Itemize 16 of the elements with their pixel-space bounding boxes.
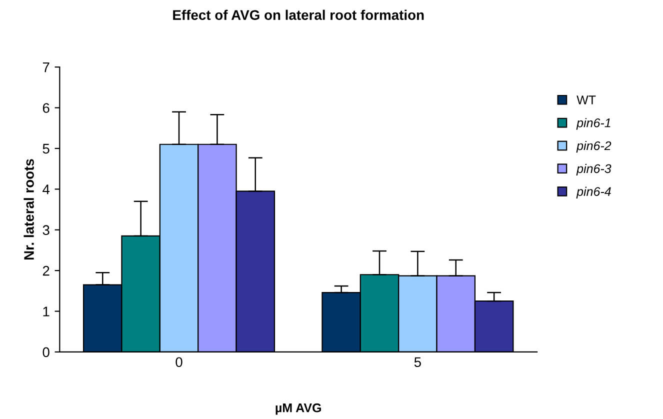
legend-label: pin6-3 [576, 164, 612, 176]
y-tick-label: 1 [43, 306, 50, 316]
y-tick-label: 3 [42, 225, 50, 236]
y-tick-label: 7 [42, 62, 50, 72]
y-tick-label: 4 [42, 184, 50, 194]
legend-label: pin6-1 [576, 118, 610, 130]
y-tick-label: 0 [42, 347, 50, 358]
chart-title: Effect of AVG on lateral root formation [173, 10, 424, 20]
legend-label: pin6-4 [576, 186, 611, 198]
legend-label: WT [576, 96, 596, 104]
y-tick-label: 5 [42, 144, 50, 154]
y-tick-label: 6 [42, 103, 50, 113]
y-axis-title: Nr. lateral roots [24, 159, 34, 260]
legend-label: pin6-2 [576, 140, 612, 153]
x-axis-title: µM AVG [276, 403, 321, 415]
y-tick-label: 2 [42, 266, 50, 276]
